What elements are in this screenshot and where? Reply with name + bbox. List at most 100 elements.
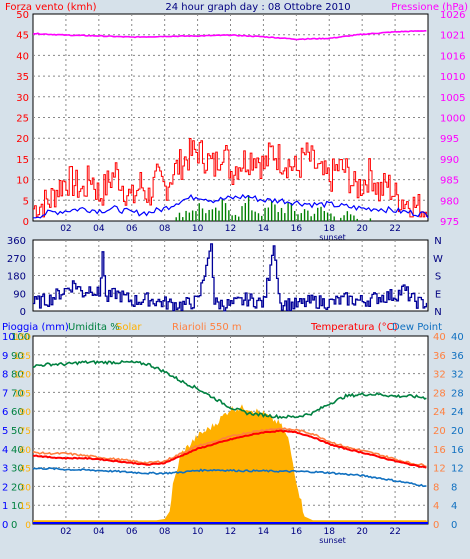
pressure-tick-label: 1010 xyxy=(440,72,465,83)
dew-tick-label: 0 xyxy=(451,520,457,531)
humidity-tick-label: 50 xyxy=(11,426,24,437)
temperature-tick-label: 12 xyxy=(433,464,446,475)
direction-tick-label: 0 xyxy=(20,307,26,318)
compass-label: E xyxy=(435,289,441,300)
temperature-tick-label: 24 xyxy=(433,407,446,418)
compass-label: S xyxy=(435,272,441,283)
rain-tick-label: 2 xyxy=(2,482,8,493)
humidity-tick-label: 60 xyxy=(11,407,24,418)
dew-tick-label: 40 xyxy=(451,332,464,343)
humidity-tick-label: 90 xyxy=(11,351,24,362)
wind-tick-label: 15 xyxy=(16,155,29,166)
temperature-tick-label: 16 xyxy=(433,445,446,456)
humidity-tick-label: 10 xyxy=(11,501,24,512)
solar-tick-label: 90 xyxy=(20,408,32,418)
wind-tick-label: 10 xyxy=(16,176,29,187)
wind-average-line xyxy=(33,193,429,219)
x-tick-label: 06 xyxy=(126,527,138,537)
x-tick-label: 22 xyxy=(389,224,400,234)
temperature-tick-label: 20 xyxy=(433,426,446,437)
x-tick-label: 12 xyxy=(225,527,236,537)
x-tick-label: 02 xyxy=(60,224,71,234)
direction-tick-label: 180 xyxy=(7,272,26,283)
pressure-tick-label: 980 xyxy=(440,196,459,207)
x-tick-label: 02 xyxy=(60,527,71,537)
x-tick-label: 20 xyxy=(356,527,368,537)
pressure-tick-label: 1026 xyxy=(440,10,465,21)
dew-tick-label: 4 xyxy=(451,501,457,512)
direction-tick-label: 270 xyxy=(7,254,26,265)
rain-tick-label: 7 xyxy=(2,388,8,399)
pressure-tick-label: 985 xyxy=(440,176,459,187)
chart-title: 24 hour graph day : 08 Ottobre 2010 xyxy=(165,2,350,13)
direction-tick-labels: 0 90 180 270 360 xyxy=(7,236,26,318)
x-tick-label: 12 xyxy=(225,224,236,234)
x-tick-label: 14 xyxy=(258,527,270,537)
wind-direction-series xyxy=(33,243,428,312)
wind-tick-label: 20 xyxy=(16,134,29,145)
solar-tick-label: 15 xyxy=(20,502,31,512)
x-tick-label: 08 xyxy=(159,527,171,537)
x-tick-label: 16 xyxy=(291,527,303,537)
location-label: Riarioli 550 m xyxy=(172,322,242,333)
x-tick-label: 04 xyxy=(93,527,105,537)
x-tick-label: 14 xyxy=(258,224,270,234)
x-tick-labels-3: 02 04 06 08 10 12 14 16 18 20 22 sunset xyxy=(60,527,401,545)
temperature-tick-label: 8 xyxy=(433,482,439,493)
rain-tick-label: 0 xyxy=(2,520,8,531)
humidity-tick-label: 30 xyxy=(11,464,24,475)
wind-tick-label: 35 xyxy=(16,72,29,83)
rain-tick-label: 5 xyxy=(2,426,8,437)
solar-tick-label: 60 xyxy=(20,446,32,456)
dew-tick-label: 28 xyxy=(451,388,464,399)
x-tick-label: 08 xyxy=(159,224,171,234)
wind-tick-label: 30 xyxy=(16,93,29,104)
temperature-tick-label: 32 xyxy=(433,370,446,381)
solar-tick-label: 0 xyxy=(25,521,31,531)
pressure-tick-label: 1021 xyxy=(440,31,465,42)
wind-tick-label: 45 xyxy=(16,31,29,42)
wind-tick-labels: 0 5 10 15 20 25 30 35 40 45 50 xyxy=(16,10,29,228)
dew-tick-label: 24 xyxy=(451,407,464,418)
rain-axis-label: Pioggia (mm) xyxy=(2,322,69,333)
solar-tick-label: 30 xyxy=(20,483,32,493)
dew-tick-label: 32 xyxy=(451,370,464,381)
wind-tick-label: 40 xyxy=(16,51,29,62)
wind-pressure-series xyxy=(32,30,429,221)
temperature-tick-label: 36 xyxy=(433,351,446,362)
rain-tick-label: 9 xyxy=(2,351,8,362)
x-tick-label: 20 xyxy=(356,224,368,234)
humidity-line xyxy=(32,359,427,420)
wind-direction-line xyxy=(33,243,428,312)
x-tick-label: 04 xyxy=(93,224,105,234)
pressure-tick-label: 975 xyxy=(440,217,459,228)
temperature-tick-label: 0 xyxy=(433,520,439,531)
sunset-label: sunset xyxy=(319,536,346,545)
dew-tick-label: 20 xyxy=(451,426,464,437)
temperature-series xyxy=(32,359,428,525)
solar-tick-label: 105 xyxy=(14,389,31,399)
solar-axis-label: Solar xyxy=(116,322,142,333)
x-tick-label: 16 xyxy=(291,224,303,234)
temperature-tick-label: 4 xyxy=(433,501,439,512)
solar-tick-label: 75 xyxy=(20,427,31,437)
dew-tick-label: 12 xyxy=(451,464,464,475)
x-tick-label: 18 xyxy=(324,527,336,537)
dew-axis-label: Dew Point xyxy=(392,322,442,333)
wind-axis-label: Forza vento (kmh) xyxy=(5,2,97,13)
temperature-tick-label: 40 xyxy=(433,332,446,343)
rain-tick-label: 6 xyxy=(2,407,8,418)
pressure-tick-label: 1000 xyxy=(440,114,465,125)
humidity-axis-label: Umidita % xyxy=(68,322,120,333)
x-tick-label: 18 xyxy=(324,224,336,234)
compass-label: N xyxy=(434,236,441,247)
temperature-axis-label: Temperatura (°C) xyxy=(310,322,398,333)
rain-tick-label: 1 xyxy=(2,501,8,512)
humidity-tick-label: 20 xyxy=(11,482,24,493)
pressure-tick-label: 1005 xyxy=(440,93,465,104)
solar-tick-label: 135 xyxy=(14,352,31,362)
dew-tick-label: 8 xyxy=(451,482,457,493)
pressure-tick-labels: 975 980 985 990 995 1000 1005 1010 1016 1021 1026 xyxy=(440,10,465,228)
